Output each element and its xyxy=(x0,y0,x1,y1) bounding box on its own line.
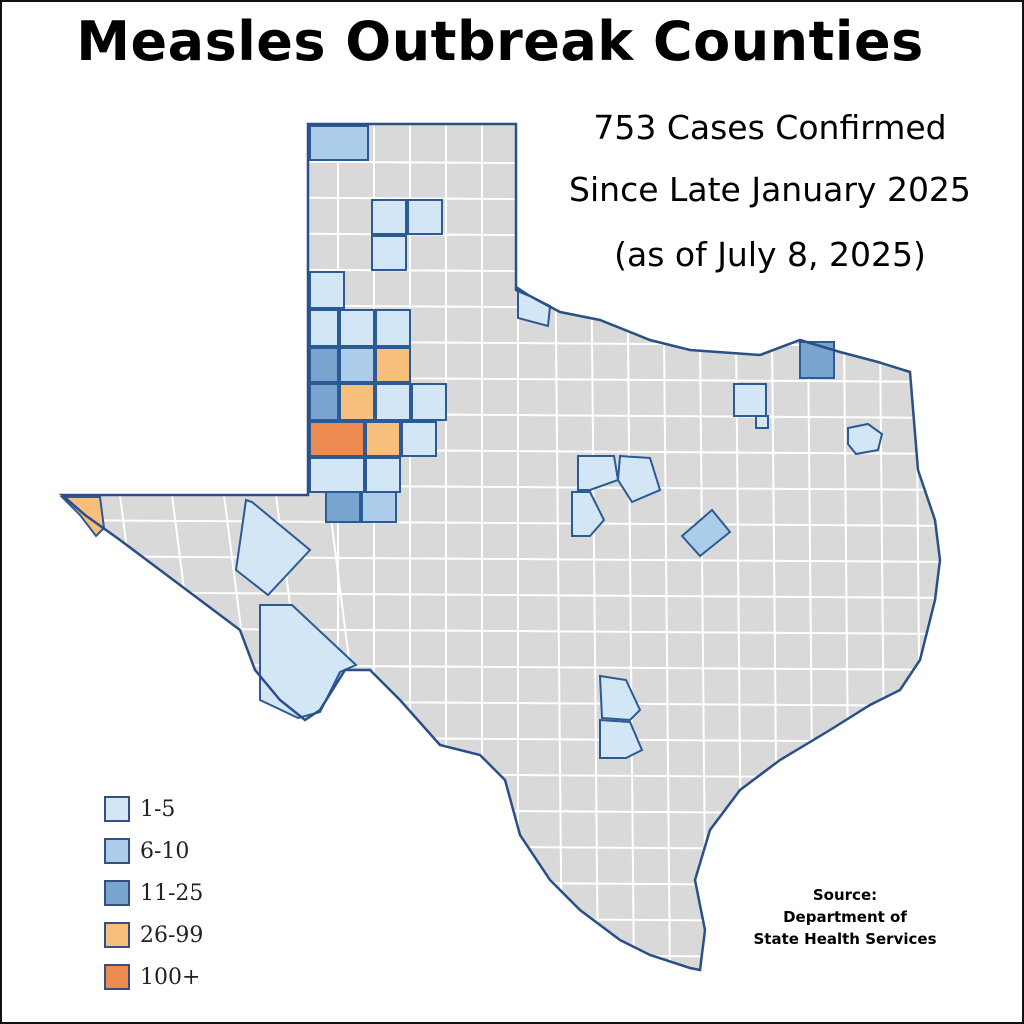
county-hockley xyxy=(339,347,375,383)
county-line xyxy=(62,555,940,563)
county-ector xyxy=(325,491,361,523)
legend-swatch xyxy=(104,964,130,990)
county-borden xyxy=(401,421,437,457)
county-runnels-area xyxy=(571,491,606,537)
texas-border xyxy=(58,122,942,972)
legend-swatch xyxy=(104,922,130,948)
subtitle-since: Since Late January 2025 xyxy=(569,170,971,209)
county-gray-area xyxy=(371,235,407,271)
county-midland xyxy=(361,491,397,523)
county-lamb xyxy=(339,309,375,347)
county-dallas-small xyxy=(755,415,769,429)
county-brown-area xyxy=(616,454,662,504)
legend-label: 11-25 xyxy=(140,880,204,906)
county-bailey-north xyxy=(309,309,339,347)
county-taylor-area xyxy=(577,455,620,491)
county-bexar-south xyxy=(599,718,644,759)
county-smith-area xyxy=(847,422,884,456)
source-note: Source: Department of State Health Servi… xyxy=(740,884,950,950)
texas-outline xyxy=(62,124,940,970)
county-dawson xyxy=(365,421,401,457)
source-line: Department of xyxy=(783,908,907,926)
subtitle-date: (as of July 8, 2025) xyxy=(614,235,926,274)
legend-item: 6-10 xyxy=(104,830,203,872)
county-gaines xyxy=(309,421,365,457)
county-terry xyxy=(339,383,375,421)
legend-label: 26-99 xyxy=(140,922,204,948)
legend-label: 6-10 xyxy=(140,838,190,864)
legend-label: 100+ xyxy=(140,964,201,990)
county-cochran xyxy=(309,347,339,383)
source-line: State Health Services xyxy=(753,930,937,948)
legend-swatch xyxy=(104,796,130,822)
county-bexar-north xyxy=(598,674,642,722)
legend-item: 26-99 xyxy=(104,914,203,956)
county-garza xyxy=(411,383,447,421)
county-line xyxy=(62,591,940,599)
county-martin xyxy=(365,457,401,493)
legend-swatch xyxy=(104,838,130,864)
county-hale xyxy=(375,309,411,347)
county-parmer-area xyxy=(309,271,345,309)
county-yoakum xyxy=(309,383,339,421)
county-roberts-area xyxy=(407,199,443,235)
county-lubbock xyxy=(375,347,411,383)
outbreak-counties xyxy=(59,125,884,759)
legend-item: 100+ xyxy=(104,956,203,998)
county-lampasas-area xyxy=(680,508,732,558)
legend-swatch xyxy=(104,880,130,906)
legend-label: 1-5 xyxy=(140,796,176,822)
county-dallam-area xyxy=(309,125,369,161)
county-andrews xyxy=(309,457,365,493)
subtitle-cases: 753 Cases Confirmed xyxy=(593,108,947,147)
county-hutchinson-area xyxy=(371,199,407,235)
county-line xyxy=(62,519,940,527)
legend: 1-5 6-10 11-25 26-99 100+ xyxy=(104,788,203,998)
county-culberson-area xyxy=(234,498,312,597)
legend-item: 1-5 xyxy=(104,788,203,830)
county-lynn xyxy=(375,383,411,421)
map-title: Measles Outbreak Counties xyxy=(76,10,924,73)
county-el-paso xyxy=(59,496,106,538)
county-denton-area xyxy=(733,383,767,417)
source-line: Source: xyxy=(812,886,878,904)
legend-item: 11-25 xyxy=(104,872,203,914)
